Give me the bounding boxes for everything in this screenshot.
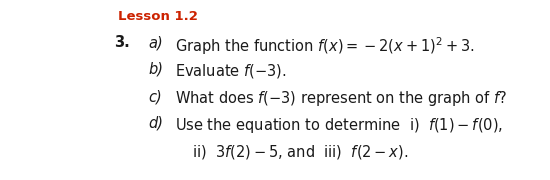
Text: ii)  $3f(2) - 5$, and  iii)  $f(2 - x)$.: ii) $3f(2) - 5$, and iii) $f(2 - x)$. [192,143,409,161]
Text: b): b) [148,62,163,77]
Text: Graph the function $f(x) = -2(x + 1)^{2} + 3$.: Graph the function $f(x) = -2(x + 1)^{2}… [175,35,475,57]
Text: What does $f(-3)$ represent on the graph of $f$?: What does $f(-3)$ represent on the graph… [175,89,508,108]
Text: a): a) [148,35,163,50]
Text: d): d) [148,116,163,131]
Text: Use the equation to determine  i)  $f(1) - f(0)$,: Use the equation to determine i) $f(1) -… [175,116,503,135]
Text: Evaluate $f(-3)$.: Evaluate $f(-3)$. [175,62,287,80]
Text: c): c) [148,89,162,104]
Text: Lesson 1.2: Lesson 1.2 [118,10,198,23]
Text: 3.: 3. [114,35,130,50]
